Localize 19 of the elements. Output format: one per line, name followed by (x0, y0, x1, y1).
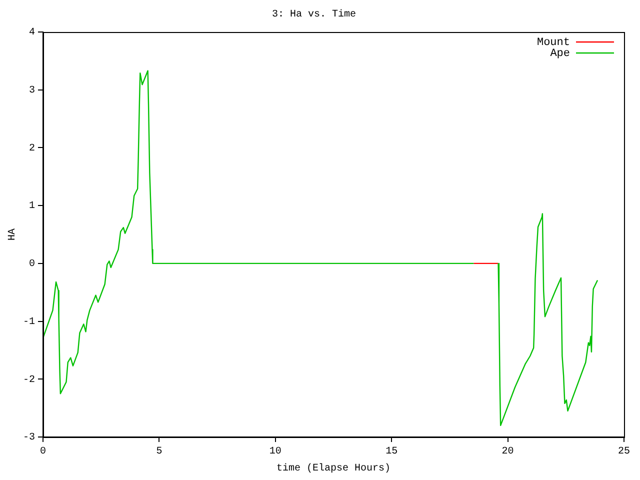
x-tick-label: 25 (618, 446, 630, 458)
y-tick-label: -1 (22, 316, 35, 328)
x-tick-label: 15 (386, 446, 398, 458)
legend-label: Mount (536, 36, 570, 49)
x-axis-title: time (Elapse Hours) (276, 462, 391, 475)
chart-title: 3: Ha vs. Time (272, 8, 356, 21)
y-tick-label: 1 (28, 201, 35, 212)
y-tick-label: 4 (28, 28, 35, 39)
legend-label: Ape (550, 48, 570, 60)
x-tick-label: 5 (156, 446, 162, 458)
x-tick-label: 10 (269, 446, 282, 458)
y-tick-label: 0 (28, 259, 35, 270)
x-tick-label: 20 (502, 446, 514, 458)
y-tick-label: 3 (28, 86, 35, 96)
y-axis-title: HA (8, 228, 19, 241)
y-tick-label: -2 (22, 374, 35, 386)
y-tick-label: 2 (28, 143, 35, 154)
x-tick-label: 0 (40, 446, 46, 458)
y-tick-label: -3 (22, 432, 35, 444)
